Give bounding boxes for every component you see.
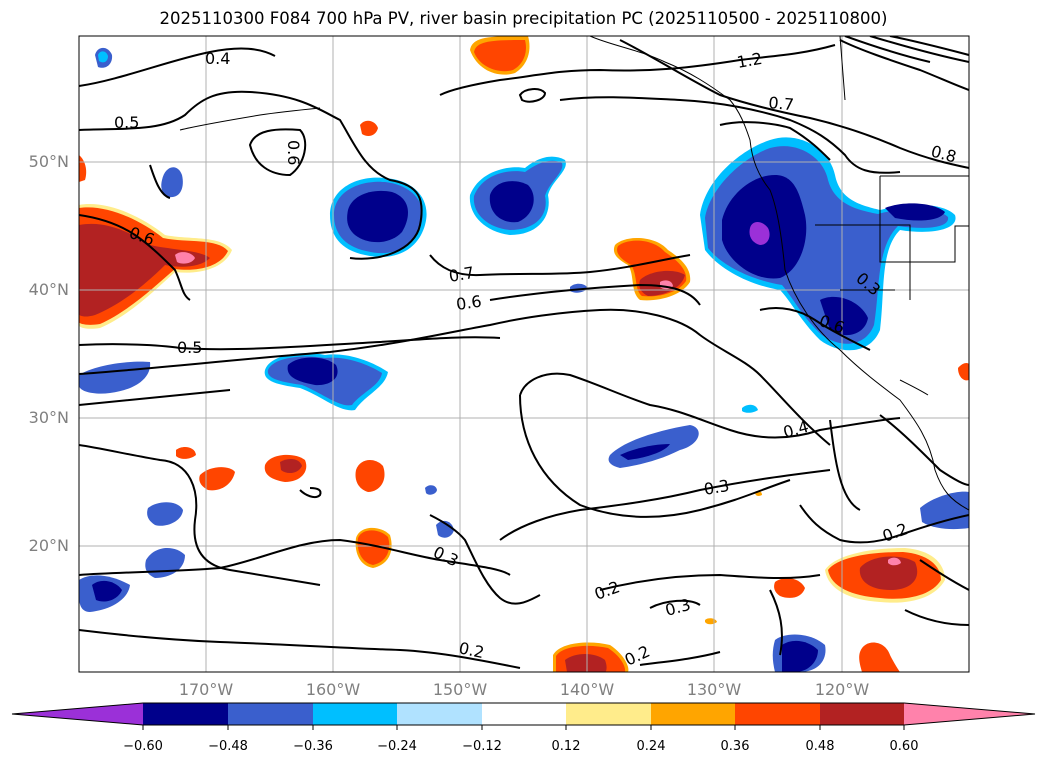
colorbar-tick-label: 0.48	[805, 739, 835, 754]
precip-blob-gulf	[469, 156, 566, 235]
contour-label: 0.4	[205, 49, 230, 68]
colorbar-tick-label: −0.60	[123, 739, 163, 754]
colorbar-segment	[143, 703, 228, 725]
contour-label: 0.6	[455, 292, 483, 314]
lon-label: 160°W	[305, 680, 361, 699]
colorbar-ticks	[142, 725, 905, 730]
map-frame	[78, 35, 970, 673]
lon-label: 170°W	[178, 680, 234, 699]
contour-label: 0.3	[702, 476, 730, 499]
lat-label: 40°N	[28, 280, 69, 299]
contour-label: 0.7	[447, 263, 475, 286]
contour-label: 1.2	[735, 49, 763, 72]
precip-blob-north	[360, 36, 530, 136]
colorbar-segment	[313, 703, 397, 725]
colorbar-segment	[228, 703, 313, 725]
colorbar-tick-label: −0.48	[208, 739, 248, 754]
colorbar-tick-label: 0.36	[720, 739, 750, 754]
contour-label: 0.5	[177, 338, 202, 357]
precip-blob-west-small	[95, 47, 183, 198]
lat-label: 50°N	[28, 152, 69, 171]
precip-blob-central	[330, 177, 427, 257]
figure-title: 2025110300 F084 700 hPa PV, river basin …	[159, 9, 888, 28]
precip-blobs-subtropic-pos	[176, 447, 762, 625]
precip-shading	[79, 36, 969, 672]
graticule	[79, 36, 969, 672]
colorbar-segment	[735, 703, 820, 725]
lon-label: 120°W	[814, 680, 870, 699]
colorbar-tick-label: 0.60	[889, 739, 919, 754]
lon-label: 140°W	[559, 680, 615, 699]
colorbar-tick-label: 0.24	[636, 739, 666, 754]
colorbar-extend-min	[12, 703, 143, 725]
lon-label: 150°W	[432, 680, 488, 699]
colorbar-segment	[651, 703, 735, 725]
lon-label: 130°W	[686, 680, 742, 699]
precip-blob-35n-160w	[264, 353, 388, 411]
lat-label: 20°N	[28, 536, 69, 555]
contour-label: 0.2	[457, 638, 486, 662]
coastlines	[179, 36, 969, 511]
precip-blob-pnw	[700, 137, 956, 351]
colorbar	[11, 702, 1036, 730]
colorbar-segment	[566, 703, 651, 725]
precip-blob-se	[553, 363, 969, 672]
contour-label: 0.5	[114, 113, 139, 132]
colorbar-tick-label: −0.36	[293, 739, 333, 754]
colorbar-extend-max	[904, 703, 1035, 725]
colorbar-segment	[482, 703, 566, 725]
contour-label: 0.7	[768, 93, 795, 114]
colorbar-tick-label: −0.12	[462, 739, 502, 754]
precip-blob-subtropic	[425, 283, 969, 672]
colorbar-segment	[820, 703, 904, 725]
colorbar-tick-label: −0.24	[377, 739, 417, 754]
precip-blob-far-west-pos	[79, 155, 232, 329]
contour-label: 0.6	[284, 140, 303, 165]
colorbar-tick-label: 0.12	[551, 739, 581, 754]
pv-contours	[79, 36, 969, 669]
colorbar-segment	[397, 703, 482, 725]
lat-label: 30°N	[28, 408, 69, 427]
